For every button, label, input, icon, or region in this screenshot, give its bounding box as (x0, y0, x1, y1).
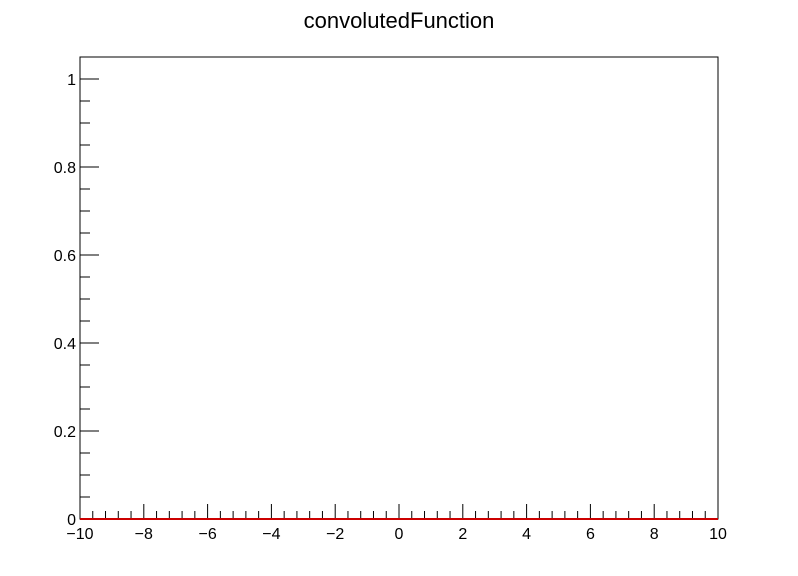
x-tick-label: 2 (458, 526, 467, 543)
x-tick-label: −8 (135, 526, 153, 543)
y-tick-label: 0 (67, 512, 76, 529)
y-tick-label: 0.2 (54, 424, 76, 441)
x-tick-label: −4 (262, 526, 280, 543)
x-axis: −10 −8 −6 −4 −2 0 2 4 6 8 10 (66, 504, 727, 543)
x-tick-label: −10 (66, 526, 93, 543)
y-axis: 0 0.2 0.4 0.6 0.8 1 (54, 56, 99, 529)
y-tick-label: 0.8 (54, 160, 76, 177)
x-tick-label: −2 (326, 526, 344, 543)
y-tick-label: 0.6 (54, 248, 76, 265)
x-tick-label: 4 (522, 526, 531, 543)
y-tick-label: 0.4 (54, 336, 76, 353)
x-tick-label: 10 (709, 526, 727, 543)
x-tick-label: 8 (650, 526, 659, 543)
x-tick-label: 6 (586, 526, 595, 543)
x-tick-label: 0 (395, 526, 404, 543)
chart-title: convolutedFunction (304, 8, 495, 33)
plot-frame (79, 56, 719, 520)
x-tick-label: −6 (198, 526, 216, 543)
y-tick-label: 1 (67, 72, 76, 89)
